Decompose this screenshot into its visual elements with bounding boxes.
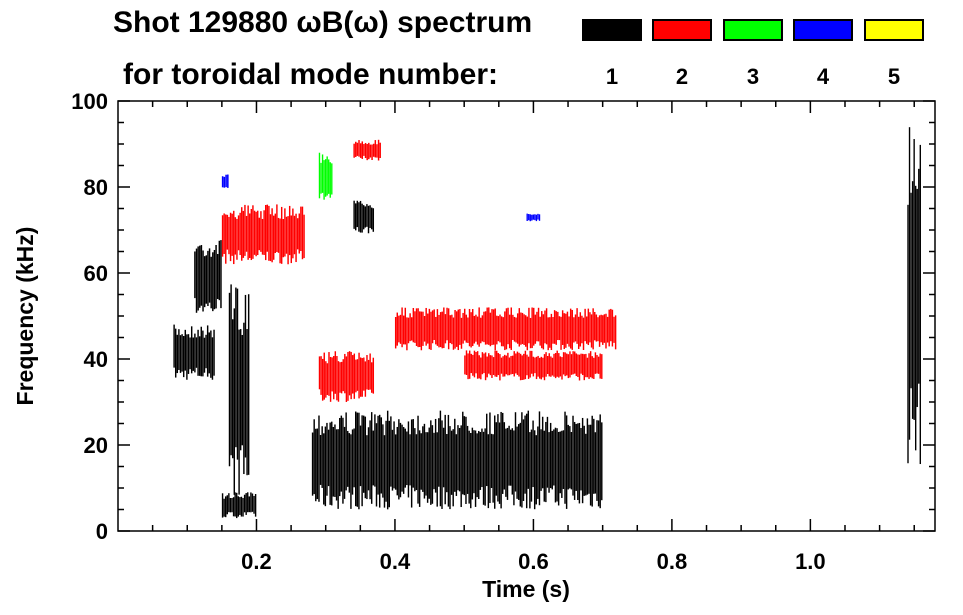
- spectrum-region-mode-4-14: [526, 213, 541, 222]
- axis-ticks: 0.2 0.4 0.6 0.8 1.0 0 20 40 60 80 100: [71, 89, 935, 574]
- spectrum-region-mode-1-1: [194, 240, 222, 313]
- x-axis-title: Time (s): [482, 576, 570, 602]
- legend-swatch-2: [652, 19, 712, 41]
- legend-swatch-4: [793, 19, 853, 41]
- spectrum-regions: [173, 127, 921, 519]
- x-tick-label: 0.2: [241, 549, 272, 574]
- legend-label-3: 3: [746, 64, 760, 89]
- chart-title: Shot 129880 ωB(ω) spectrum: [113, 6, 533, 39]
- y-tick-label: 60: [84, 261, 108, 286]
- legend-label-5: 5: [887, 64, 901, 89]
- legend-label-2: 2: [675, 64, 689, 89]
- spectrum-region-mode-3-12: [318, 152, 333, 200]
- spectrum-region-mode-2-7: [221, 204, 305, 265]
- legend-swatch-3: [723, 19, 783, 41]
- x-tick-label: 0.4: [380, 549, 411, 574]
- spectrum-region-mode-2-8: [318, 351, 375, 402]
- legend-label-4: 4: [816, 64, 830, 89]
- spectrum-region-mode-1-6: [907, 127, 921, 465]
- spectrum-region-mode-1-5: [353, 200, 375, 234]
- legend-label-1: 1: [605, 64, 619, 89]
- spectrum-region-mode-2-9: [394, 307, 617, 351]
- x-tick-label: 0.6: [518, 549, 549, 574]
- y-axis-title: Frequency (kHz): [12, 227, 38, 406]
- y-tick-label: 80: [84, 175, 108, 200]
- legend-swatch-5: [864, 19, 924, 41]
- x-tick-label: 1.0: [795, 549, 826, 574]
- spectrum-region-mode-2-10: [464, 350, 603, 381]
- spectrum-region-mode-1-0: [173, 324, 215, 380]
- spectrum-region-mode-1-4: [311, 410, 603, 510]
- x-tick-label: 0.8: [657, 549, 688, 574]
- legend-swatch-1: [582, 19, 642, 41]
- chart-subtitle: for toroidal mode number:: [123, 58, 498, 91]
- y-tick-label: 20: [84, 433, 108, 458]
- y-tick-label: 100: [71, 89, 108, 114]
- spectrum-region-mode-1-2: [221, 492, 257, 519]
- y-tick-label: 0: [96, 519, 108, 544]
- spectrum-region-mode-1-3: [228, 284, 250, 495]
- y-tick-label: 40: [84, 347, 108, 372]
- spectrum-region-mode-2-11: [353, 139, 381, 161]
- spectrum-region-mode-4-13: [221, 174, 229, 188]
